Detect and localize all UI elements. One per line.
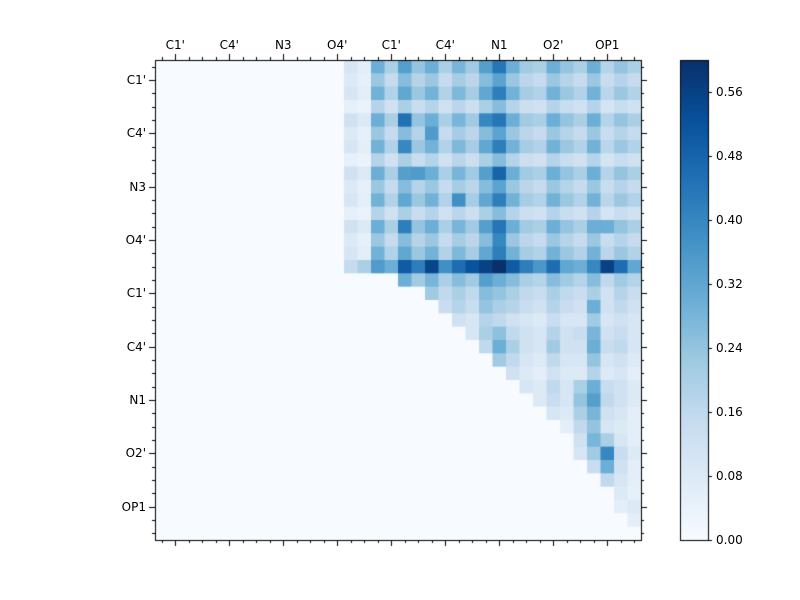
y-axis-tick-label: O4' (125, 233, 146, 247)
y-axis-tick-label: C1' (126, 286, 146, 301)
colorbar-tick-label: 0.16 (716, 405, 743, 419)
x-axis-tick-label: OP1 (595, 38, 620, 52)
y-axis-tick-label: C4' (126, 126, 146, 141)
y-axis-tick-label: OP1 (121, 499, 146, 514)
x-axis-tick-label: N1 (490, 38, 508, 52)
colorbar-tick-label: 0.48 (716, 149, 743, 163)
colorbar-tick-label: 0.56 (716, 85, 743, 99)
colorbar-tick-label: 0.40 (716, 213, 743, 227)
x-axis-tick-label: C4' (435, 38, 455, 52)
x-axis-tick-label: C1' (381, 38, 401, 52)
colorbar-tick-label: 0.32 (716, 277, 743, 291)
x-axis-tick-label: C1' (165, 38, 185, 52)
colorbar-tick-label: 0.08 (716, 469, 743, 483)
y-axis-tick-label: N1 (129, 393, 146, 407)
colorbar-tick-label: 0.00 (716, 533, 743, 547)
x-axis-tick-label: N3 (274, 38, 292, 52)
y-axis-tick-label: N3 (129, 179, 146, 194)
colorbar-tick-label: 0.24 (716, 341, 743, 355)
y-axis-tick-label: C4' (126, 339, 146, 354)
x-axis-tick-label: O4' (327, 38, 348, 52)
y-axis-tick-label: C1' (126, 73, 146, 87)
x-axis-tick-label: C4' (219, 38, 239, 52)
y-axis-tick-label: O2' (125, 446, 146, 461)
x-axis-tick-label: O2' (543, 38, 564, 52)
